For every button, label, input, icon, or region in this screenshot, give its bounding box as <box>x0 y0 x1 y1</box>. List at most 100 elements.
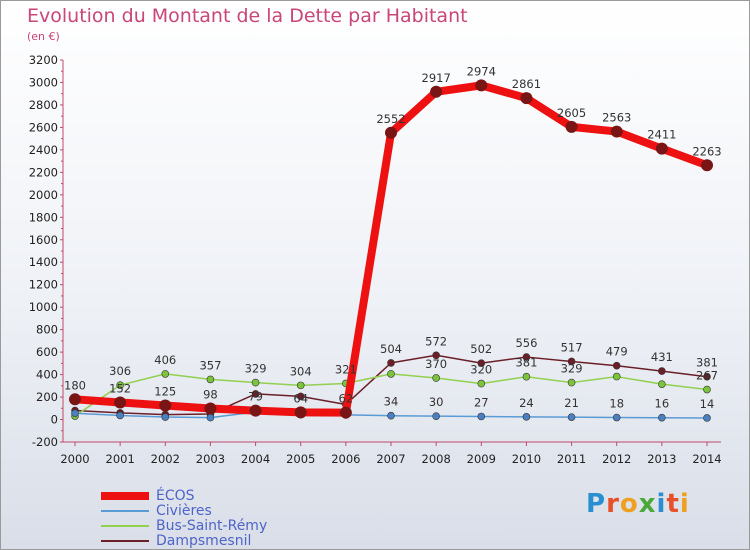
data-label: 30 <box>429 395 444 409</box>
x-tick-label: 2008 <box>422 452 451 466</box>
data-point <box>161 413 170 421</box>
data-point <box>612 361 621 370</box>
data-label: 2552 <box>376 112 405 126</box>
legend-label: Civières <box>156 503 212 519</box>
y-tick-label: -200 <box>32 435 58 449</box>
data-label: 381 <box>515 356 537 370</box>
legend-swatch <box>101 492 149 500</box>
data-point <box>432 412 440 420</box>
x-tick-label: 2012 <box>602 452 631 466</box>
y-tick-label: 3000 <box>29 75 58 89</box>
y-tick-label: 2400 <box>29 143 58 157</box>
chart-unit: (en €) <box>27 30 60 43</box>
y-tick-label: 1200 <box>29 278 58 292</box>
y-tick-label: 1600 <box>29 233 58 247</box>
data-label: 2563 <box>602 111 631 125</box>
data-point <box>385 126 397 139</box>
data-label: 2974 <box>467 64 496 78</box>
data-label: 2861 <box>512 77 541 91</box>
data-label: 2605 <box>557 106 586 120</box>
data-point <box>658 380 666 388</box>
y-tick-label: 2800 <box>29 98 58 112</box>
data-point <box>159 399 172 412</box>
logo-letter: i <box>679 489 690 519</box>
data-point <box>387 370 395 378</box>
data-label: 2411 <box>647 128 676 142</box>
data-label: 2263 <box>692 144 721 158</box>
data-point <box>69 393 81 406</box>
data-point <box>294 406 307 419</box>
data-point <box>610 125 623 138</box>
chart-title: Evolution du Montant de la Dette par Hab… <box>27 5 468 27</box>
data-point <box>703 385 711 394</box>
data-point <box>206 413 215 422</box>
data-label: 370 <box>425 357 447 371</box>
data-label: 180 <box>64 378 86 392</box>
data-point <box>161 370 170 378</box>
data-point <box>567 378 576 387</box>
data-point <box>477 412 486 421</box>
data-label: 27 <box>474 395 489 409</box>
data-point <box>522 372 531 381</box>
data-label: 556 <box>515 336 537 350</box>
data-point <box>612 413 621 422</box>
data-label: 16 <box>655 397 670 411</box>
data-point <box>477 379 486 388</box>
legend-label: Bus-Saint-Rémy <box>156 518 268 534</box>
data-label: 304 <box>290 364 312 378</box>
data-point <box>567 357 576 366</box>
y-tick-label: 600 <box>36 345 58 359</box>
data-point <box>296 392 305 401</box>
data-label: 64 <box>293 391 308 405</box>
x-tick-label: 2002 <box>151 452 180 466</box>
logo-letter: r <box>606 489 620 519</box>
data-point <box>339 406 352 419</box>
data-point <box>701 159 713 172</box>
data-label: 14 <box>700 397 715 411</box>
data-label: 329 <box>561 362 583 376</box>
logo-letter: t <box>666 489 680 519</box>
proxiti-logo: Proxiti <box>586 489 690 519</box>
x-tick-label: 2013 <box>647 452 676 466</box>
x-tick-label: 2000 <box>60 452 89 466</box>
data-point <box>522 353 531 361</box>
y-tick-label: 1800 <box>29 210 58 224</box>
data-point <box>658 413 666 422</box>
data-label: 329 <box>245 362 267 376</box>
y-tick-label: 1000 <box>29 300 58 314</box>
legend-swatch <box>101 525 149 527</box>
data-point <box>71 409 79 418</box>
data-label: 406 <box>154 353 176 367</box>
logo-letter: i <box>656 489 667 519</box>
y-tick-label: 400 <box>36 368 58 382</box>
data-point <box>475 79 488 92</box>
data-point <box>703 414 711 422</box>
legend-swatch <box>101 510 149 512</box>
y-tick-label: 2000 <box>29 188 58 202</box>
data-label: 267 <box>696 369 718 383</box>
data-point <box>565 120 578 133</box>
data-point <box>432 374 440 382</box>
data-label: 517 <box>561 340 583 354</box>
data-point <box>567 413 576 421</box>
data-label: 62 <box>339 392 354 406</box>
data-label: 79 <box>248 390 263 404</box>
data-label: 572 <box>425 334 447 348</box>
x-tick-label: 2001 <box>106 452 135 466</box>
data-point <box>387 359 395 367</box>
x-tick-label: 2005 <box>286 452 315 466</box>
data-point <box>522 413 531 421</box>
data-label: 34 <box>384 395 399 409</box>
y-tick-label: 1400 <box>29 255 58 269</box>
x-tick-label: 2009 <box>467 452 496 466</box>
data-label: 479 <box>606 345 628 359</box>
y-tick-label: 2600 <box>29 120 58 134</box>
series--cos <box>69 79 713 419</box>
logo-letter: o <box>619 489 639 519</box>
data-label: 321 <box>335 362 357 376</box>
data-label: 504 <box>380 342 402 356</box>
data-label: 18 <box>609 397 624 411</box>
data-point <box>387 411 395 420</box>
y-tick-label: 3200 <box>29 53 58 67</box>
